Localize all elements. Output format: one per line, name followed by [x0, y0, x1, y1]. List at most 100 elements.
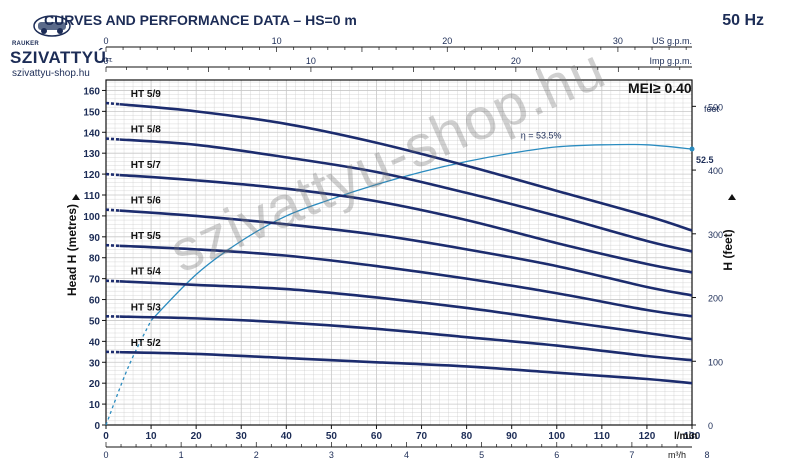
y2-tick-label: 300 — [708, 230, 723, 240]
pump-curve-line — [119, 244, 693, 318]
pump-curve-line — [119, 102, 693, 232]
imp-gpm-label: Imp g.p.m. — [649, 56, 692, 66]
y-tick-label: 120 — [83, 170, 100, 181]
x-tick-label: 20 — [191, 431, 203, 442]
y-axis-label: Head H (metres) — [65, 204, 79, 296]
y-tick-label: 0 — [94, 421, 100, 432]
pump-curve-label: HT 5/3 — [131, 302, 161, 313]
x-tick-label: 130 — [684, 431, 701, 442]
y2-tick-label: 100 — [708, 357, 723, 367]
y-tick-label: 60 — [89, 296, 101, 307]
pump-curve-dashed-start — [105, 243, 120, 248]
imp-gpm-tick-label: 20 — [511, 56, 521, 66]
grid — [105, 80, 693, 426]
y-axis-arrow-icon — [72, 194, 80, 200]
pump-curve-label: HT 5/7 — [131, 160, 161, 171]
pump-curve-dashed-start — [105, 172, 120, 177]
m3h-tick-label: 1 — [179, 450, 184, 460]
y2-axis-arrow-icon — [728, 194, 736, 200]
x-tick-label: 30 — [236, 431, 248, 442]
y-tick-label: 90 — [89, 233, 101, 244]
x-tick-label: 90 — [506, 431, 518, 442]
car-logo-icon — [33, 15, 71, 37]
us-gpm-label: US g.p.m. — [652, 36, 692, 46]
efficiency-end-dot — [689, 146, 695, 152]
pump-curve-line — [119, 173, 693, 274]
x-tick-label: 40 — [281, 431, 293, 442]
y2-axis-label: H (feet) — [721, 229, 735, 270]
chart-title: CURVES AND PERFORMANCE DATA – HS=0 m — [44, 12, 357, 28]
logo-subtitle: szivattyu-shop.hu — [12, 68, 90, 79]
x-tick-label: 80 — [461, 431, 473, 442]
y-tick-label: 80 — [89, 254, 101, 265]
us-gpm-tick-label: 10 — [272, 36, 282, 46]
x-tick-label: 60 — [371, 431, 383, 442]
plot-frame — [105, 79, 693, 426]
m3h-tick-label: 3 — [329, 450, 334, 460]
x-tick-label: 100 — [548, 431, 565, 442]
pump-curve-line — [119, 209, 693, 297]
y2-tick-label: 0 — [708, 421, 713, 431]
y-tick-label: 20 — [89, 379, 101, 390]
y-tick-label: 140 — [83, 128, 100, 139]
pump-curve-dashed-start — [105, 137, 120, 141]
pump-curve-label: HT 5/2 — [131, 338, 161, 349]
logo-kft-text: KFT. — [102, 58, 113, 64]
m3h-tick-label: 7 — [629, 450, 634, 460]
efficiency-peak-label: η = 53.5% — [521, 131, 562, 141]
x-tick-label: 110 — [594, 431, 611, 442]
frequency-label: 50 Hz — [722, 12, 764, 29]
axes — [102, 46, 696, 448]
m3h-label: m³/h — [668, 450, 686, 460]
y-tick-label: 110 — [84, 191, 101, 202]
pump-curve-line — [119, 350, 693, 385]
efficiency-curve-start — [105, 320, 152, 426]
y-tick-label: 30 — [89, 358, 101, 369]
logo-main-text: SZIVATTYÚ — [10, 48, 107, 67]
pump-curve-label: HT 5/5 — [131, 231, 161, 242]
x-axis-label: l/min — [674, 431, 697, 442]
logo-small-text: RAUKER — [12, 41, 39, 47]
m3h-tick-label: 5 — [479, 450, 484, 460]
x-tick-label: 0 — [103, 431, 109, 442]
labels: 0102030405060708090100110120130140150160… — [65, 36, 736, 460]
pump-curve-label: HT 5/9 — [131, 89, 161, 100]
pump-curve-dashed-start — [105, 279, 120, 283]
us-gpm-tick-label: 20 — [442, 36, 452, 46]
y2-tick-label: 500 — [708, 102, 723, 112]
efficiency-curve — [150, 143, 693, 321]
m3h-tick-label: 8 — [705, 450, 710, 460]
m3h-tick-label: 0 — [103, 450, 108, 460]
us-gpm-tick-label: 30 — [613, 36, 623, 46]
imp-gpm-tick-label: 0 — [103, 56, 108, 66]
y-tick-label: 100 — [83, 212, 100, 223]
pump-curve-line — [119, 315, 693, 362]
pump-curve-line — [119, 138, 693, 253]
efficiency-end-label: 52.5 — [696, 155, 714, 165]
imp-gpm-tick-label: 10 — [306, 56, 316, 66]
y-tick-label: 160 — [83, 86, 100, 97]
brand-logo: RAUKER SZIVATTYÚ KFT. szivattyu-shop.hu — [6, 12, 116, 79]
x-tick-label: 10 — [146, 431, 158, 442]
pump-curve-label: HT 5/8 — [131, 125, 161, 136]
pump-curve-line — [119, 280, 693, 341]
series — [105, 101, 695, 426]
m3h-tick-label: 6 — [554, 450, 559, 460]
pump-curve-label: HT 5/4 — [131, 267, 161, 278]
mei-label: MEI≥ 0.40 — [628, 80, 692, 96]
y-tick-label: 70 — [89, 275, 101, 286]
m3h-tick-label: 4 — [404, 450, 409, 460]
y2-tick-label: 400 — [708, 166, 723, 176]
us-gpm-tick-label: 0 — [103, 36, 108, 46]
x-tick-label: 70 — [416, 431, 428, 442]
y-tick-label: 50 — [89, 316, 101, 327]
y-tick-label: 40 — [89, 337, 101, 348]
pump-curve-dashed-start — [105, 101, 120, 106]
y2-tick-label: 200 — [708, 294, 723, 304]
pump-curve-label: HT 5/6 — [131, 196, 161, 207]
m3h-tick-label: 2 — [254, 450, 259, 460]
y-tick-label: 150 — [83, 107, 100, 118]
y-tick-label: 130 — [83, 149, 100, 160]
x-tick-label: 120 — [639, 431, 656, 442]
y-tick-label: 10 — [89, 400, 101, 411]
